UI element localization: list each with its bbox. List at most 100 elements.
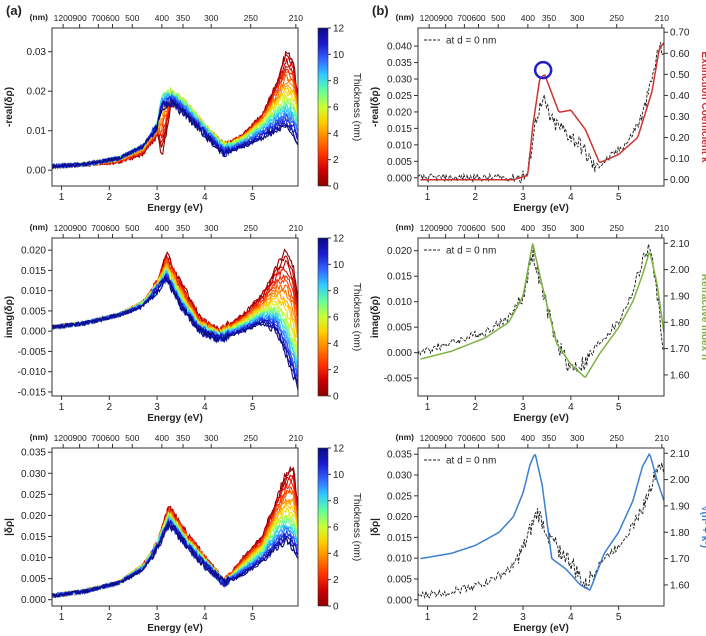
top-tick-label: 1200 bbox=[420, 223, 439, 233]
colorbar bbox=[317, 237, 329, 397]
x-axis-label: Energy (eV) bbox=[147, 203, 203, 214]
top-tick-label: 250 bbox=[610, 13, 624, 23]
top-tick-label: 250 bbox=[610, 223, 624, 233]
top-tick-label: 400 bbox=[521, 13, 535, 23]
top-tick-label: 900 bbox=[73, 223, 87, 233]
top-tick-label: 250 bbox=[244, 223, 258, 233]
thickness-trace bbox=[52, 95, 298, 169]
top-tick-label: 600 bbox=[105, 223, 119, 233]
x-tick-label: 3 bbox=[154, 192, 160, 203]
thickness-trace bbox=[52, 489, 298, 598]
top-tick-label: 600 bbox=[105, 433, 119, 443]
x-tick-label: 5 bbox=[250, 402, 256, 413]
y2-tick-label: 2.10 bbox=[670, 449, 690, 460]
y-tick-label: 0.015 bbox=[387, 272, 412, 283]
x-axis-label: Energy (eV) bbox=[513, 413, 569, 424]
x-tick-label: 2 bbox=[107, 612, 113, 623]
y-tick-label: 0.00 bbox=[27, 166, 47, 177]
colorbar-tick-label: 6 bbox=[333, 103, 339, 114]
top-tick-label: 400 bbox=[521, 223, 535, 233]
y-tick-label: 0.015 bbox=[387, 533, 412, 544]
x-axis-label: Energy (eV) bbox=[147, 623, 203, 634]
colorbar-tick-label: 2 bbox=[333, 365, 339, 376]
top-tick-label: 900 bbox=[73, 13, 87, 23]
colorbar-tick-label: 2 bbox=[333, 155, 339, 166]
x-tick-label: 4 bbox=[202, 402, 208, 413]
y-tick-label: -0.005 bbox=[384, 374, 413, 385]
legend-label: at d = 0 nm bbox=[446, 456, 496, 467]
measured-trace bbox=[418, 462, 664, 600]
traces-a1 bbox=[52, 50, 298, 170]
x-tick-label: 1 bbox=[59, 402, 65, 413]
top-tick-label: 300 bbox=[570, 13, 584, 23]
colorbar-tick-label: 10 bbox=[333, 50, 345, 61]
plot-frame bbox=[51, 237, 299, 397]
colorbar-tick-label: 0 bbox=[333, 182, 339, 193]
top-tick-label: 210 bbox=[655, 13, 669, 23]
y2-tick-label: 0.20 bbox=[670, 133, 690, 144]
plot-frame bbox=[417, 447, 665, 607]
colorbar-tick-label: 8 bbox=[333, 496, 339, 507]
y-tick-label: 0.005 bbox=[21, 574, 46, 585]
top-tick-label: 900 bbox=[439, 223, 453, 233]
top-tick-label: 300 bbox=[204, 433, 218, 443]
y2-tick-label: 0.00 bbox=[670, 175, 690, 186]
y-tick-label: 0.035 bbox=[21, 448, 46, 459]
plot-frame bbox=[51, 27, 299, 187]
x-tick-label: 3 bbox=[154, 402, 160, 413]
colorbar-tick-label: 8 bbox=[333, 286, 339, 297]
measured-trace bbox=[418, 42, 664, 184]
y-tick-label: 0.010 bbox=[387, 554, 412, 565]
y2-tick-label: 0.50 bbox=[670, 70, 690, 81]
y-tick-label: 0.020 bbox=[387, 246, 412, 257]
thickness-trace bbox=[52, 97, 298, 170]
thickness-trace bbox=[52, 276, 298, 391]
chart-b1: 1 2 3 4 5 Energy (eV) 1200 900 700 600 500 400 350 30… bbox=[370, 12, 706, 214]
top-tick-label: 350 bbox=[542, 223, 556, 233]
plot-frame bbox=[417, 27, 665, 187]
x-tick-label: 3 bbox=[154, 612, 160, 623]
y-tick-label: 0.010 bbox=[387, 140, 412, 151]
chart-b3: 1 2 3 4 5 Energy (eV) 1200 900 700 600 500 400 350 30… bbox=[370, 432, 706, 634]
top-tick-label: 210 bbox=[655, 433, 669, 443]
colorbar-tick-label: 0 bbox=[333, 602, 339, 613]
traces-a2 bbox=[52, 248, 298, 391]
legend-label: at d = 0 nm bbox=[446, 246, 496, 257]
top-tick-label: 300 bbox=[570, 223, 584, 233]
y-tick-label: 0.030 bbox=[387, 471, 412, 482]
top-tick-label: 600 bbox=[471, 13, 485, 23]
top-tick-label: 350 bbox=[542, 13, 556, 23]
top-tick-label: 500 bbox=[491, 433, 505, 443]
top-tick-label: 350 bbox=[176, 223, 190, 233]
top-tick-label: 1200 bbox=[54, 433, 73, 443]
y-tick-label: 0.040 bbox=[387, 42, 412, 53]
x-axis-label: Energy (eV) bbox=[513, 203, 569, 214]
traces-a3 bbox=[52, 465, 298, 599]
y-axis-label: imag(δρ) bbox=[4, 296, 15, 338]
colorbar-tick-label: 8 bbox=[333, 76, 339, 87]
top-tick-label: 600 bbox=[471, 223, 485, 233]
x-tick-label: 2 bbox=[473, 192, 479, 203]
top-tick-label: 700 bbox=[91, 13, 105, 23]
x-tick-label: 4 bbox=[568, 192, 574, 203]
top-tick-label: 250 bbox=[244, 433, 258, 443]
top-tick-label: 350 bbox=[542, 433, 556, 443]
top-tick-label: 1200 bbox=[54, 13, 73, 23]
colorbar-tick-label: 6 bbox=[333, 313, 339, 324]
y2-tick-label: 1.80 bbox=[670, 528, 690, 539]
x-tick-label: 3 bbox=[520, 402, 526, 413]
y-tick-label: 0.000 bbox=[387, 173, 412, 184]
x-tick-label: 4 bbox=[568, 402, 574, 413]
plot-frame bbox=[417, 237, 665, 397]
y-tick-label: -0.010 bbox=[18, 367, 47, 378]
colorbar-tick-label: 12 bbox=[333, 24, 345, 35]
y-tick-label: 0.015 bbox=[21, 266, 46, 277]
plot-frame bbox=[51, 447, 299, 607]
top-axis-unit: (nm) bbox=[30, 12, 49, 22]
x-tick-label: 5 bbox=[250, 192, 256, 203]
x-tick-label: 5 bbox=[250, 612, 256, 623]
top-tick-label: 300 bbox=[204, 223, 218, 233]
highlight-circle bbox=[533, 60, 553, 80]
y2-tick-label: 1.60 bbox=[670, 580, 690, 591]
